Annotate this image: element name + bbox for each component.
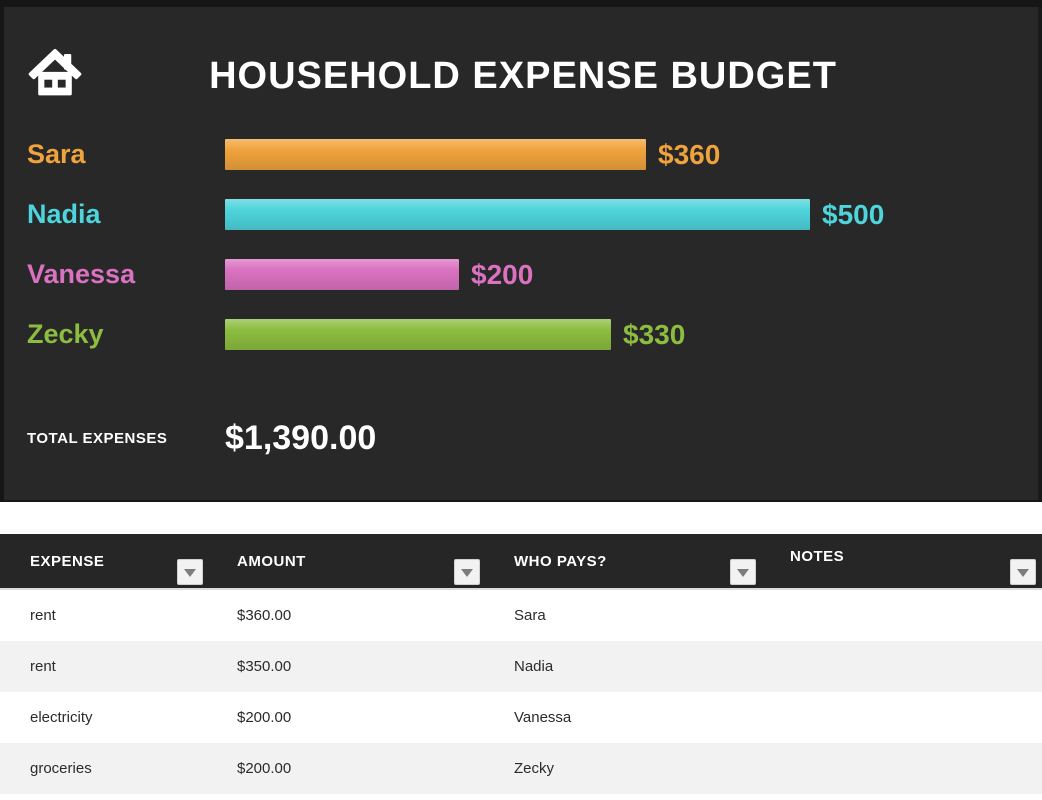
cell-amount[interactable]: $360.00 [237, 607, 292, 624]
chart-value-label: $200 [471, 258, 534, 290]
column-label: AMOUNT [237, 552, 306, 570]
chart-value-label: $360 [658, 138, 721, 170]
bar-chart: Sara $360 Nadia $500 Vanessa $200 Zecky … [27, 139, 1042, 379]
filter-dropdown-icon[interactable] [1010, 559, 1036, 585]
column-header-expense: EXPENSE [0, 534, 207, 588]
chevron-down-icon [737, 569, 749, 577]
cell-who-pays[interactable]: Sara [514, 607, 546, 624]
chart-category-label: Zecky [27, 319, 104, 349]
table-row: rent $360.00 Sara [0, 590, 1042, 641]
section-divider [0, 502, 1042, 534]
total-expenses-value: $1,390.00 [225, 418, 377, 457]
total-expenses-row: TOTAL EXPENSES $1,390.00 [27, 410, 376, 466]
cell-who-pays[interactable]: Nadia [514, 658, 554, 675]
chart-bar-row: Nadia $500 [27, 199, 1042, 230]
column-header-notes: NOTES [760, 534, 1042, 588]
chevron-down-icon [184, 569, 196, 577]
column-label: NOTES [790, 547, 845, 565]
chart-bar [225, 259, 459, 290]
chevron-down-icon [461, 569, 473, 577]
column-header-who-pays: WHO PAYS? [484, 534, 760, 588]
table-row: rent $350.00 Nadia [0, 641, 1042, 692]
chart-bar-row: Vanessa $200 [27, 259, 1042, 290]
table-header: EXPENSE AMOUNT WHO PAYS? NOTES [0, 534, 1042, 588]
column-header-amount: AMOUNT [207, 534, 484, 588]
table-row: electricity $200.00 Vanessa [0, 692, 1042, 743]
table-header-divider [0, 588, 1042, 590]
cell-who-pays[interactable]: Vanessa [514, 709, 572, 726]
total-expenses-label: TOTAL EXPENSES [27, 429, 168, 447]
chart-value-label: $330 [623, 318, 686, 350]
chart-bar [225, 199, 810, 230]
chart-section: HOUSEHOLD EXPENSE BUDGET Sara $360 Nadia… [0, 0, 1042, 502]
chart-bar [225, 319, 611, 350]
cell-amount[interactable]: $350.00 [237, 658, 292, 675]
table-body: rent $360.00 Sara rent $350.00 Nadia ele… [0, 590, 1042, 794]
chart-bar-row: Sara $360 [27, 139, 1042, 170]
cell-expense[interactable]: rent [30, 607, 56, 624]
chart-bar [225, 139, 646, 170]
home-icon-glyph [28, 48, 82, 96]
cell-expense[interactable]: groceries [30, 760, 92, 777]
chart-category-label: Sara [27, 139, 86, 169]
cell-amount[interactable]: $200.00 [237, 760, 292, 777]
chart-bar-row: Zecky $330 [27, 319, 1042, 350]
chart-category-label: Vanessa [27, 259, 136, 289]
column-label: WHO PAYS? [514, 552, 607, 570]
filter-dropdown-icon[interactable] [177, 559, 203, 585]
cell-amount[interactable]: $200.00 [237, 709, 292, 726]
chart-category-label: Nadia [27, 199, 101, 229]
table-row: groceries $200.00 Zecky [0, 743, 1042, 794]
cell-expense[interactable]: rent [30, 658, 56, 675]
chart-value-label: $500 [822, 198, 885, 230]
cell-expense[interactable]: electricity [30, 709, 93, 726]
cell-who-pays[interactable]: Zecky [514, 760, 555, 777]
home-icon[interactable] [27, 45, 83, 101]
bottom-margin [0, 794, 1042, 800]
chevron-down-icon [1017, 569, 1029, 577]
page-title: HOUSEHOLD EXPENSE BUDGET [209, 55, 837, 97]
filter-dropdown-icon[interactable] [730, 559, 756, 585]
filter-dropdown-icon[interactable] [454, 559, 480, 585]
column-label: EXPENSE [30, 552, 105, 570]
